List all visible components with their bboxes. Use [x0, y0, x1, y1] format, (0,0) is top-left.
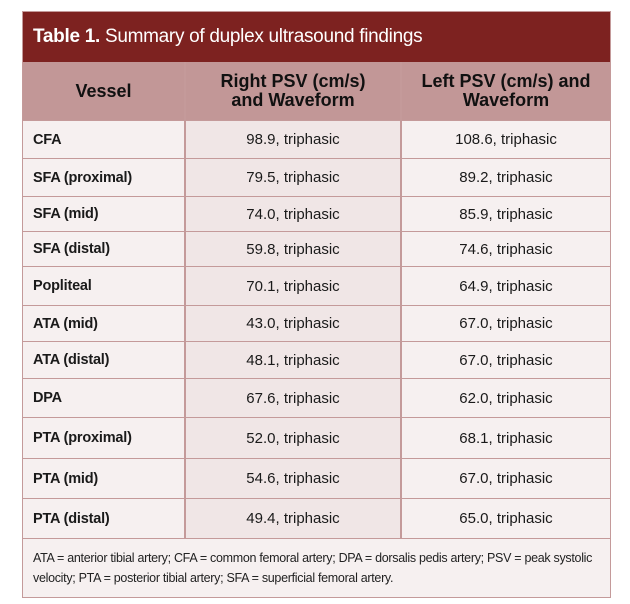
table-title-text: Summary of duplex ultrasound findings [104, 26, 423, 47]
right-psv-cell: 59.8, triphasic [186, 232, 402, 266]
header-left-psv: Left PSV (cm/s) and Waveform [421, 71, 591, 110]
table-footnote: ATA = anterior tibial artery; CFA = comm… [23, 538, 610, 597]
right-psv-cell: 48.1, triphasic [186, 342, 402, 378]
vessel-cell: CFA [23, 121, 186, 158]
table-title-label: Table 1. [33, 26, 100, 47]
table-row: PTA (proximal) 52.0, triphasic 68.1, tri… [23, 417, 610, 458]
table-row: SFA (proximal) 79.5, triphasic 89.2, tri… [23, 158, 610, 196]
table-row: SFA (mid) 74.0, triphasic 85.9, triphasi… [23, 196, 610, 231]
header-right-psv: Right PSV (cm/s) and Waveform [186, 62, 402, 120]
table-row: ATA (distal) 48.1, triphasic 67.0, triph… [23, 341, 610, 378]
table-row: Popliteal 70.1, triphasic 64.9, triphasi… [23, 266, 610, 305]
vessel-cell: SFA (distal) [23, 232, 186, 266]
header-vessel: Vessel [23, 62, 186, 120]
left-psv-cell: 67.0, triphasic [459, 351, 553, 369]
table-title: Table 1. Summary of duplex ultrasound fi… [23, 12, 610, 62]
left-psv-cell: 85.9, triphasic [459, 205, 553, 223]
left-psv-cell: 64.9, triphasic [459, 277, 553, 295]
right-psv-cell: 49.4, triphasic [186, 499, 402, 538]
vessel-cell: Popliteal [23, 267, 186, 305]
table-row: PTA (distal) 49.4, triphasic 65.0, triph… [23, 498, 610, 538]
vessel-cell: SFA (mid) [23, 197, 186, 231]
left-psv-cell: 65.0, triphasic [459, 510, 553, 527]
right-psv-cell: 43.0, triphasic [186, 306, 402, 341]
vessel-cell: ATA (mid) [23, 306, 186, 341]
vessel-cell: SFA (proximal) [23, 159, 186, 196]
right-psv-cell: 70.1, triphasic [186, 267, 402, 305]
table-row: SFA (distal) 59.8, triphasic 74.6, triph… [23, 231, 610, 266]
table-row: DPA 67.6, triphasic 62.0, triphasic [23, 378, 610, 417]
right-psv-cell: 98.9, triphasic [186, 121, 402, 158]
left-psv-cell: 89.2, triphasic [459, 169, 553, 186]
left-psv-cell: 68.1, triphasic [459, 429, 553, 447]
table-row: CFA 98.9, triphasic 108.6, triphasic [23, 120, 610, 158]
vessel-cell: DPA [23, 379, 186, 417]
left-psv-cell: 74.6, triphasic [459, 240, 553, 258]
right-psv-cell: 54.6, triphasic [186, 459, 402, 498]
vessel-cell: ATA (distal) [23, 342, 186, 378]
left-psv-cell: 67.0, triphasic [459, 315, 553, 332]
left-psv-cell: 62.0, triphasic [459, 389, 553, 407]
findings-table: Table 1. Summary of duplex ultrasound fi… [22, 11, 611, 598]
right-psv-cell: 74.0, triphasic [186, 197, 402, 231]
table-header-row: Vessel Right PSV (cm/s) and Waveform Lef… [23, 62, 610, 120]
table-row: ATA (mid) 43.0, triphasic 67.0, triphasi… [23, 305, 610, 341]
right-psv-cell: 67.6, triphasic [186, 379, 402, 417]
vessel-cell: PTA (mid) [23, 459, 186, 498]
vessel-cell: PTA (distal) [23, 499, 186, 538]
table-row: PTA (mid) 54.6, triphasic 67.0, triphasi… [23, 458, 610, 498]
right-psv-cell: 52.0, triphasic [186, 418, 402, 458]
left-psv-cell: 67.0, triphasic [459, 470, 553, 487]
vessel-cell: PTA (proximal) [23, 418, 186, 458]
left-psv-cell: 108.6, triphasic [455, 131, 557, 148]
right-psv-cell: 79.5, triphasic [186, 159, 402, 196]
